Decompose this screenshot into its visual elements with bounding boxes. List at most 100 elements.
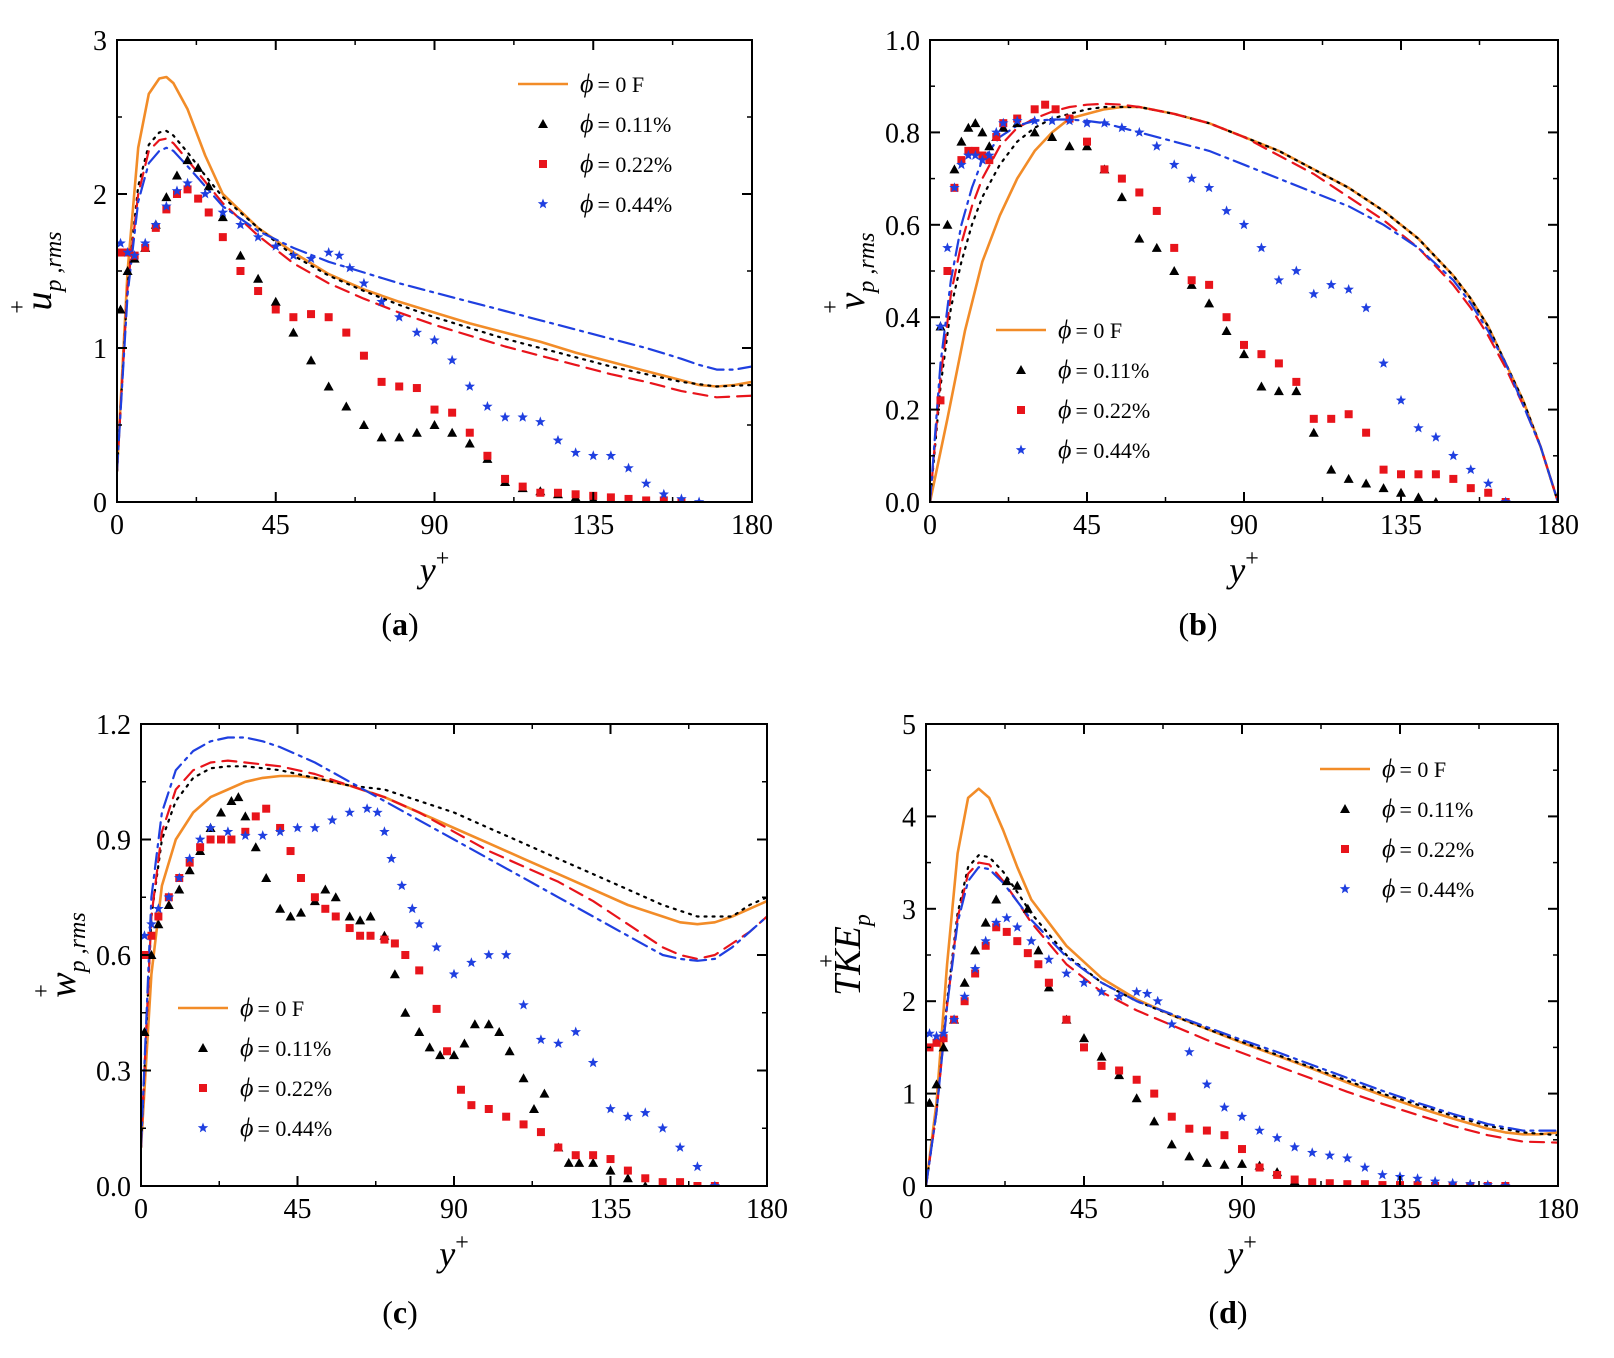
data-point bbox=[253, 273, 264, 283]
data-point bbox=[1360, 1180, 1369, 1186]
data-point bbox=[1221, 205, 1232, 216]
data-point bbox=[227, 835, 236, 844]
legend-marker-swatch bbox=[1339, 883, 1351, 894]
data-point bbox=[1096, 986, 1107, 997]
data-point bbox=[389, 969, 400, 979]
plot-area bbox=[117, 75, 752, 502]
data-point bbox=[1500, 1180, 1511, 1186]
data-point bbox=[657, 1122, 668, 1133]
data-point bbox=[938, 1028, 949, 1038]
plot-area bbox=[926, 787, 1558, 1186]
data-point bbox=[1378, 357, 1389, 368]
legend-label: ϕ = 0.44% bbox=[1058, 435, 1150, 464]
data-point bbox=[624, 494, 633, 502]
data-point bbox=[1482, 1179, 1493, 1186]
data-point bbox=[942, 242, 953, 253]
data-point bbox=[605, 1103, 616, 1114]
y-tick-label: 3 bbox=[902, 895, 916, 926]
y-axis-label-sup: + bbox=[5, 300, 31, 314]
data-point bbox=[429, 420, 440, 429]
data-point bbox=[1064, 115, 1075, 126]
x-axis-label: y+ bbox=[1224, 1230, 1257, 1274]
data-point bbox=[1204, 298, 1215, 308]
x-tick-label: 0 bbox=[919, 1194, 933, 1225]
legend-marker-swatch bbox=[1017, 406, 1025, 414]
data-point bbox=[640, 478, 652, 488]
data-point bbox=[222, 826, 234, 837]
data-point bbox=[1240, 340, 1248, 349]
data-point bbox=[372, 807, 383, 817]
data-point bbox=[483, 451, 492, 460]
data-point bbox=[435, 1050, 446, 1060]
data-point bbox=[146, 950, 157, 959]
data-point bbox=[1034, 960, 1043, 969]
data-point bbox=[206, 835, 215, 844]
data-point bbox=[553, 488, 562, 497]
data-point bbox=[969, 963, 981, 974]
data-point bbox=[1377, 1169, 1388, 1180]
data-point bbox=[141, 1027, 150, 1036]
legend: ϕ = 0 F ϕ = 0.11% ϕ = 0.22% ϕ = 0.44% bbox=[1320, 754, 1474, 903]
data-point bbox=[217, 207, 229, 217]
data-point bbox=[390, 939, 399, 948]
data-point bbox=[204, 208, 213, 217]
y-tick-label: 0.4 bbox=[885, 303, 920, 334]
data-point bbox=[1117, 174, 1126, 183]
data-point bbox=[1135, 188, 1144, 197]
x-axis-label: y+ bbox=[417, 546, 450, 590]
data-point bbox=[236, 267, 245, 275]
data-point bbox=[642, 1181, 649, 1186]
data-point bbox=[553, 1038, 564, 1048]
data-point bbox=[1051, 105, 1060, 114]
data-point bbox=[395, 382, 404, 391]
y-tick-label: 0.6 bbox=[96, 941, 131, 972]
legend-item-phi011: ϕ = 0.11% bbox=[198, 1033, 331, 1062]
data-point bbox=[469, 1019, 480, 1029]
legend-item-phi044: ϕ = 0.44% bbox=[1339, 874, 1474, 903]
legend-label: ϕ = 0 F bbox=[580, 69, 644, 98]
series-phi022-square bbox=[141, 804, 719, 1186]
data-point bbox=[970, 118, 981, 128]
data-point bbox=[257, 830, 268, 841]
data-point bbox=[1043, 954, 1055, 965]
data-point bbox=[519, 1120, 528, 1129]
legend-label: ϕ = 0.11% bbox=[1382, 794, 1473, 823]
data-point bbox=[430, 405, 439, 414]
data-point bbox=[411, 327, 423, 337]
data-point bbox=[1292, 377, 1301, 386]
data-point bbox=[1219, 1159, 1230, 1169]
data-point bbox=[1326, 279, 1337, 290]
data-point bbox=[1205, 280, 1214, 289]
data-point bbox=[1043, 982, 1054, 992]
data-point bbox=[1185, 1124, 1194, 1133]
data-point bbox=[1079, 1033, 1089, 1043]
data-point bbox=[1309, 414, 1318, 423]
data-point bbox=[970, 150, 981, 160]
data-point bbox=[429, 334, 440, 345]
data-point bbox=[563, 1157, 574, 1167]
data-point bbox=[1184, 1046, 1195, 1057]
data-point bbox=[431, 941, 442, 952]
y-axis-label-sup: + bbox=[818, 300, 844, 314]
data-point bbox=[320, 884, 331, 894]
data-point bbox=[464, 438, 475, 448]
legend-marker-swatch bbox=[537, 198, 549, 209]
data-point bbox=[1047, 132, 1058, 142]
data-point bbox=[1062, 1015, 1071, 1024]
data-point bbox=[998, 122, 1009, 132]
data-point bbox=[518, 1073, 529, 1083]
data-point bbox=[926, 1097, 935, 1107]
data-point bbox=[400, 1007, 411, 1017]
data-point bbox=[1201, 1157, 1212, 1167]
data-point bbox=[1012, 921, 1023, 932]
x-tick-label: 0 bbox=[923, 510, 937, 541]
x-tick-label: 180 bbox=[1537, 1194, 1579, 1225]
data-point bbox=[203, 181, 214, 191]
data-point bbox=[386, 853, 397, 864]
data-point bbox=[1413, 1181, 1422, 1186]
data-point bbox=[980, 917, 991, 927]
series-phi044-dashdot-line bbox=[926, 866, 1558, 1186]
data-point bbox=[642, 496, 651, 502]
